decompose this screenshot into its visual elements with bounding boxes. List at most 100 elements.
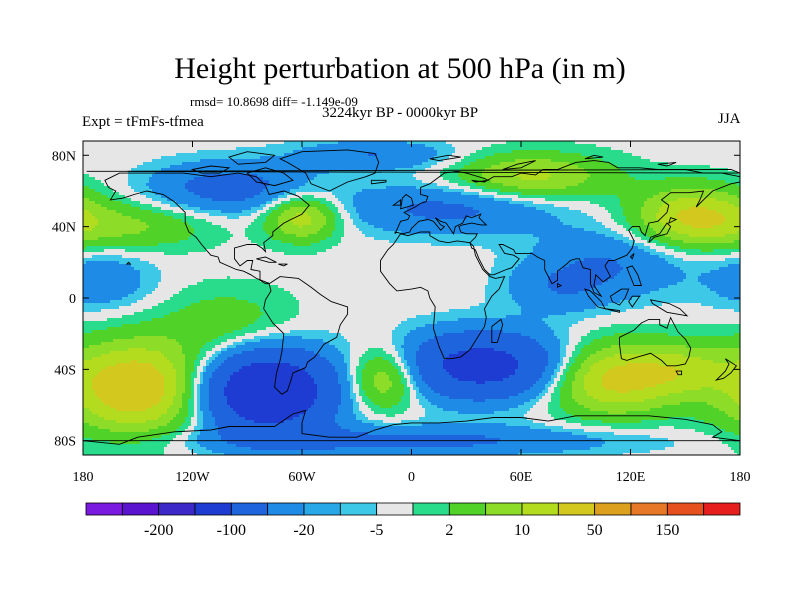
field-cell — [413, 183, 417, 187]
field-cell — [425, 186, 429, 190]
field-cell — [221, 207, 225, 211]
field-cell — [260, 192, 264, 196]
field-cell — [158, 147, 162, 151]
field-cell — [497, 159, 501, 163]
field-cell — [728, 204, 732, 208]
field-cell — [125, 147, 129, 151]
field-cell — [209, 195, 213, 199]
field-cell — [437, 165, 441, 169]
field-cell — [365, 174, 369, 178]
field-cell — [389, 141, 393, 145]
field-cell — [431, 165, 435, 169]
field-cell — [170, 192, 174, 196]
field-cell — [467, 144, 471, 148]
field-cell — [101, 189, 105, 193]
field-cell — [458, 189, 462, 193]
field-cell — [194, 153, 198, 157]
field-cell — [635, 186, 639, 190]
field-cell — [248, 159, 252, 163]
field-cell — [485, 159, 489, 163]
field-cell — [443, 144, 447, 148]
field-cell — [476, 192, 480, 196]
field-cell — [257, 150, 261, 154]
field-cell — [86, 165, 90, 169]
field-cell — [533, 156, 537, 160]
field-cell — [188, 189, 192, 193]
field-cell — [590, 144, 594, 148]
field-cell — [167, 201, 171, 205]
field-cell — [659, 189, 663, 193]
field-cell — [596, 183, 600, 187]
field-cell — [578, 177, 582, 181]
field-cell — [560, 153, 564, 157]
field-cell — [737, 177, 740, 181]
field-cell — [470, 195, 474, 199]
field-cell — [290, 156, 294, 160]
field-cell — [365, 189, 369, 193]
field-cell — [221, 177, 225, 181]
field-cell — [227, 204, 231, 208]
field-cell — [449, 159, 453, 163]
field-cell — [389, 150, 393, 154]
field-cell — [245, 204, 249, 208]
field-cell — [335, 171, 339, 175]
field-cell — [464, 150, 468, 154]
field-cell — [101, 159, 105, 163]
field-cell — [173, 141, 177, 145]
field-cell — [641, 141, 645, 145]
field-cell — [656, 192, 660, 196]
field-cell — [308, 156, 312, 160]
field-cell — [278, 204, 282, 208]
field-cell — [365, 147, 369, 151]
field-cell — [203, 153, 207, 157]
field-cell — [230, 204, 234, 208]
field-cell — [146, 162, 150, 166]
field-cell — [224, 189, 228, 193]
field-cell — [368, 153, 372, 157]
field-cell — [233, 189, 237, 193]
field-cell — [158, 168, 162, 172]
field-cell — [131, 195, 135, 199]
field-cell — [365, 144, 369, 148]
field-cell — [149, 180, 153, 184]
field-cell — [326, 162, 330, 166]
field-cell — [443, 156, 447, 160]
field-cell — [389, 183, 393, 187]
field-cell — [716, 201, 720, 205]
field-cell — [371, 165, 375, 169]
field-cell — [113, 165, 117, 169]
field-cell — [269, 159, 273, 163]
field-cell — [404, 207, 408, 211]
field-cell — [98, 150, 102, 154]
field-cell — [236, 165, 240, 169]
field-cell — [437, 153, 441, 157]
field-cell — [398, 147, 402, 151]
field-cell — [695, 150, 699, 154]
field-cell — [380, 180, 384, 184]
field-cell — [239, 165, 243, 169]
field-cell — [488, 147, 492, 151]
field-cell — [470, 147, 474, 151]
field-cell — [440, 198, 444, 202]
field-cell — [674, 153, 678, 157]
field-cell — [536, 207, 540, 211]
field-cell — [683, 183, 687, 187]
field-cell — [98, 198, 102, 202]
field-cell — [521, 201, 525, 205]
field-cell — [686, 186, 690, 190]
field-cell — [641, 195, 645, 199]
field-cell — [584, 144, 588, 148]
field-cell — [209, 207, 213, 211]
field-cell — [146, 192, 150, 196]
field-cell — [722, 144, 726, 148]
field-cell — [296, 144, 300, 148]
field-cell — [593, 189, 597, 193]
field-cell — [698, 165, 702, 169]
field-cell — [173, 192, 177, 196]
field-cell — [149, 150, 153, 154]
field-cell — [164, 159, 168, 163]
field-cell — [725, 186, 729, 190]
field-cell — [305, 144, 309, 148]
field-cell — [533, 189, 537, 193]
field-cell — [320, 201, 324, 205]
